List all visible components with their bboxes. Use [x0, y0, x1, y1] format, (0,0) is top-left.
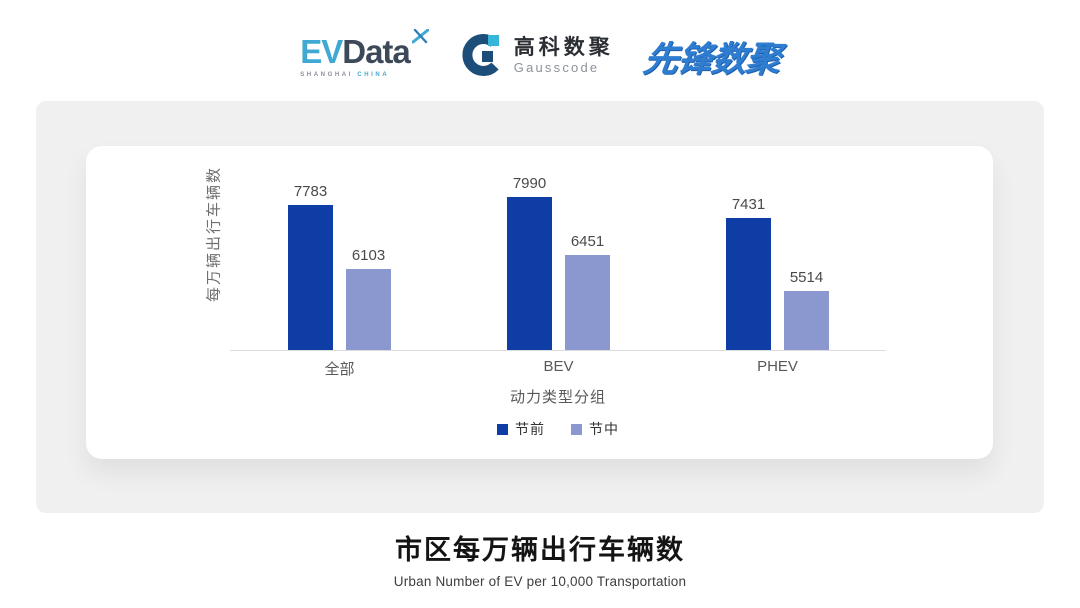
chart-panel: 每万辆出行车辆数 7783 6103 7990 6451 7431 5514 动力类型分组… — [36, 101, 1044, 513]
bar-group: 7783 6103 — [288, 176, 391, 350]
evdata-subtext: SHANGHAI CHINA — [300, 72, 389, 78]
legend-swatch — [571, 423, 582, 435]
category-label: BEV — [543, 358, 574, 375]
bar-value-label: 6451 — [570, 233, 605, 250]
bar — [346, 269, 391, 350]
gausscode-cn-text: 高科数聚 — [513, 36, 614, 60]
legend-item: 节前 — [497, 419, 545, 439]
bar-wrap: 5514 — [784, 269, 829, 350]
legend-label: 节前 — [515, 421, 545, 437]
pioneer-logo: 先锋数聚 — [640, 39, 783, 79]
x-axis-line — [230, 350, 886, 351]
legend: 节前 节中 — [230, 419, 886, 439]
gausscode-logo: 高科数聚 Gausscode — [459, 33, 614, 79]
chart-subtitle: Urban Number of EV per 10,000 Transporta… — [393, 574, 687, 589]
bar-wrap: 6451 — [565, 233, 610, 350]
bar — [726, 218, 771, 350]
bar-wrap: 7783 — [288, 183, 333, 350]
evdata-wordmark: EV Data — [300, 28, 429, 70]
bar-wrap: 7431 — [726, 196, 771, 350]
bar-group: 7431 5514 — [726, 176, 829, 350]
bar-value-label: 5514 — [789, 269, 824, 286]
bar — [565, 255, 610, 350]
evdata-ev-text: EV — [300, 32, 343, 70]
evdata-shanghai-text: SHANGHAI — [300, 71, 354, 78]
bar-wrap: 6103 — [346, 247, 391, 350]
bar-group: 7990 6451 — [507, 175, 610, 350]
bar-value-label: 7431 — [731, 196, 766, 213]
plot-area: 7783 6103 7990 6451 7431 5514 — [86, 175, 993, 351]
evdata-china-text: CHINA — [357, 71, 390, 78]
g-circle-icon — [462, 34, 499, 76]
evdata-logo: EV Data SHANGHAI CHINA — [300, 28, 429, 78]
legend-swatch — [497, 423, 508, 435]
logo-bar: EV Data SHANGHAI CHINA 高科数聚 Gausscode 先锋数… — [0, 24, 1080, 88]
title-block: 市区每万辆出行车辆数 Urban Number of EV per 10,000… — [0, 528, 1080, 589]
legend-item: 节中 — [571, 419, 619, 439]
x-axis-label: 动力类型分组 — [509, 389, 606, 406]
category-label: PHEV — [757, 358, 798, 375]
chart-card: 每万辆出行车辆数 7783 6103 7990 6451 7431 5514 动力类型分组… — [86, 146, 993, 459]
legend-label: 节中 — [589, 421, 619, 437]
chart-title: 市区每万辆出行车辆数 — [395, 535, 685, 565]
bar-value-label: 7783 — [293, 183, 328, 200]
bar-value-label: 6103 — [351, 247, 386, 264]
bar-wrap: 7990 — [507, 175, 552, 350]
bar — [507, 197, 552, 350]
x-sparkle-icon — [411, 28, 429, 43]
bar — [288, 205, 333, 350]
bar-value-label: 7990 — [512, 175, 547, 192]
gausscode-wordmark: 高科数聚 Gausscode — [514, 37, 614, 75]
bar — [784, 291, 829, 350]
evdata-data-text: Data — [342, 32, 411, 70]
category-label: 全部 — [324, 361, 355, 378]
gausscode-en-text: Gausscode — [513, 60, 600, 76]
